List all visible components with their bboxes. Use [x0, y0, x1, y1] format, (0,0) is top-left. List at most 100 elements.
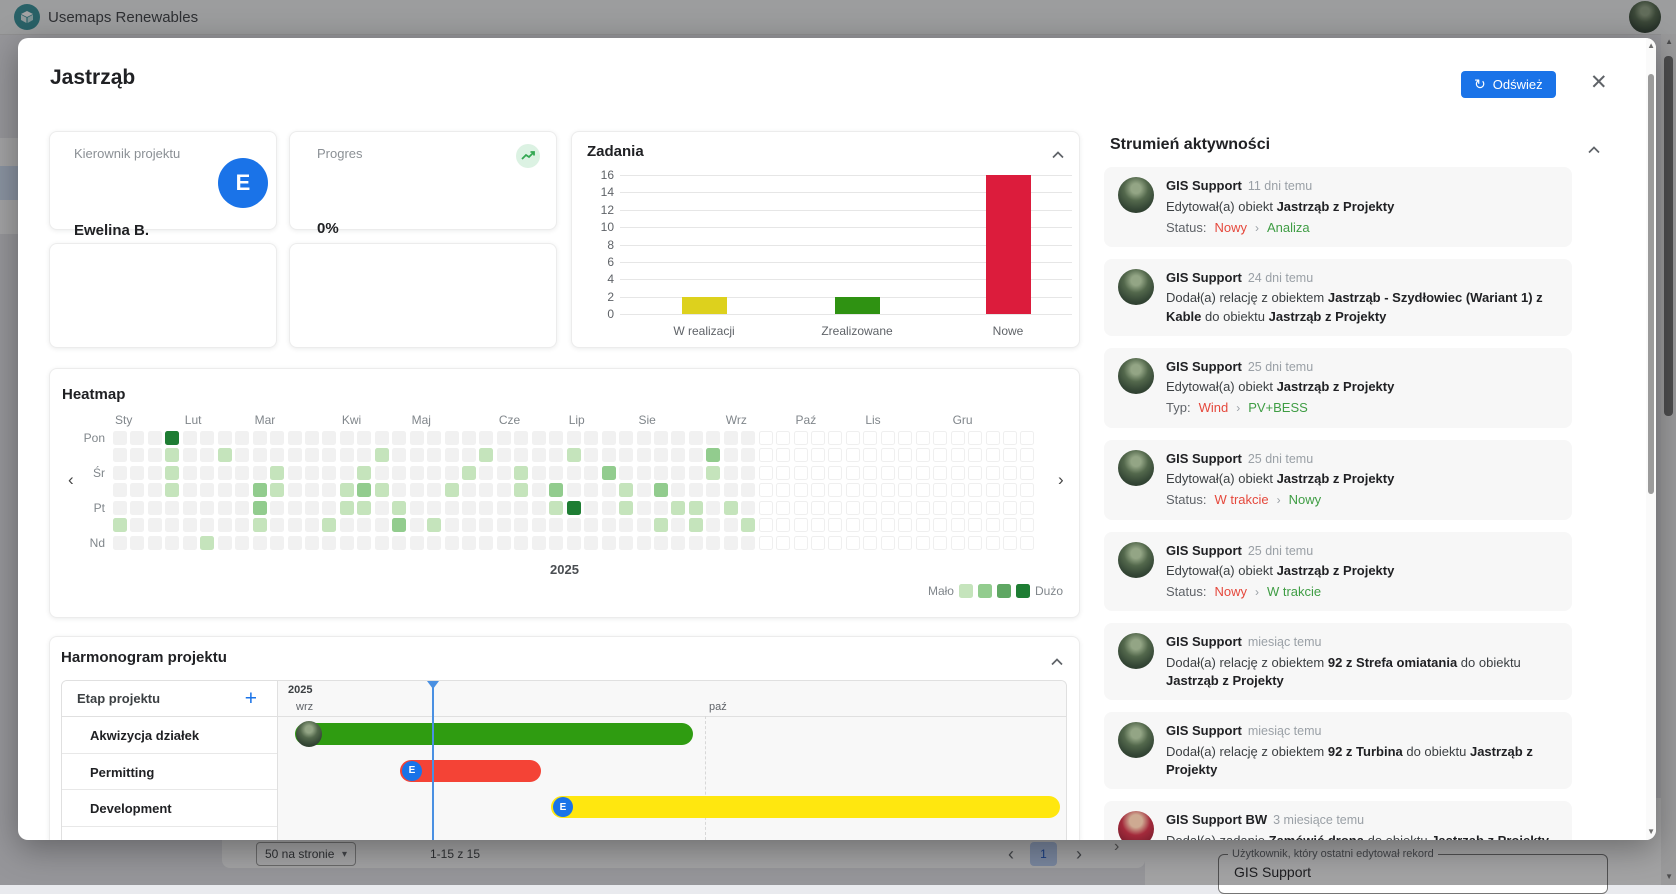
heatmap-cell[interactable]	[147, 535, 162, 550]
heatmap-cell[interactable]	[549, 448, 564, 463]
collapse-activity-icon[interactable]	[1588, 141, 1600, 159]
heatmap-cell[interactable]	[915, 500, 930, 515]
heatmap-cell[interactable]	[235, 500, 250, 515]
heatmap-cell[interactable]	[409, 431, 424, 445]
heatmap-cell[interactable]	[601, 518, 616, 533]
heatmap-cell[interactable]	[741, 448, 756, 463]
heatmap-cell[interactable]	[462, 483, 476, 498]
heatmap-cell[interactable]	[304, 465, 319, 480]
heatmap-cell[interactable]	[496, 500, 511, 515]
heatmap-cell[interactable]	[322, 431, 337, 445]
heatmap-cell[interactable]	[758, 518, 773, 533]
heatmap-cell[interactable]	[531, 518, 546, 533]
heatmap-cell[interactable]	[584, 448, 599, 463]
heatmap-cell[interactable]	[758, 483, 773, 498]
heatmap-cell[interactable]	[741, 465, 756, 480]
heatmap-cell[interactable]	[584, 465, 599, 480]
heatmap-cell[interactable]	[898, 465, 913, 480]
heatmap-cell[interactable]	[182, 535, 197, 550]
scroll-down-icon[interactable]: ▼	[1647, 827, 1655, 836]
heatmap-cell[interactable]	[113, 448, 127, 463]
heatmap-cell[interactable]	[200, 483, 215, 498]
heatmap-cell[interactable]	[950, 431, 965, 445]
heatmap-cell[interactable]	[915, 431, 930, 445]
heatmap-cell[interactable]	[584, 500, 599, 515]
modal-scrollbar[interactable]: ▲ ▼	[1646, 38, 1656, 840]
heatmap-cell[interactable]	[165, 518, 180, 533]
heatmap-cell[interactable]	[392, 483, 407, 498]
heatmap-cell[interactable]	[322, 535, 337, 550]
heatmap-cell[interactable]	[933, 518, 948, 533]
heatmap-cell[interactable]	[322, 518, 337, 533]
heatmap-cell[interactable]	[113, 465, 127, 480]
heatmap-cell[interactable]	[1002, 448, 1017, 463]
heatmap-cell[interactable]	[374, 465, 389, 480]
heatmap-cell[interactable]	[653, 500, 668, 515]
heatmap-cell[interactable]	[165, 483, 180, 498]
heatmap-cell[interactable]	[287, 483, 302, 498]
heatmap-cell[interactable]	[706, 500, 721, 515]
heatmap-cell[interactable]	[653, 448, 668, 463]
heatmap-cell[interactable]	[270, 448, 285, 463]
collapse-gantt-icon[interactable]	[1051, 653, 1063, 671]
heatmap-cell[interactable]	[793, 431, 808, 445]
heatmap-cell[interactable]	[601, 431, 616, 445]
heatmap-cell[interactable]	[304, 431, 319, 445]
heatmap-cell[interactable]	[392, 518, 407, 533]
heatmap-cell[interactable]	[444, 500, 459, 515]
heatmap-cell[interactable]	[217, 535, 232, 550]
heatmap-cell[interactable]	[653, 535, 668, 550]
heatmap-cell[interactable]	[688, 535, 703, 550]
heatmap-cell[interactable]	[200, 465, 215, 480]
heatmap-cell[interactable]	[514, 535, 529, 550]
heatmap-cell[interactable]	[828, 518, 843, 533]
heatmap-cell[interactable]	[1020, 518, 1035, 533]
heatmap-cell[interactable]	[688, 465, 703, 480]
heatmap-cell[interactable]	[933, 431, 948, 445]
heatmap-cell[interactable]	[793, 535, 808, 550]
heatmap-cell[interactable]	[636, 535, 651, 550]
heatmap-cell[interactable]	[985, 535, 1000, 550]
heatmap-cell[interactable]	[793, 483, 808, 498]
heatmap-cell[interactable]	[514, 431, 529, 445]
heatmap-cell[interactable]	[601, 448, 616, 463]
heatmap-cell[interactable]	[1002, 465, 1017, 480]
heatmap-cell[interactable]	[950, 518, 965, 533]
heatmap-cell[interactable]	[182, 448, 197, 463]
heatmap-cell[interactable]	[514, 483, 529, 498]
heatmap-cell[interactable]	[688, 518, 703, 533]
heatmap-cell[interactable]	[619, 483, 634, 498]
heatmap-cell[interactable]	[776, 535, 791, 550]
heatmap-cell[interactable]	[863, 535, 878, 550]
heatmap-cell[interactable]	[217, 448, 232, 463]
heatmap-cell[interactable]	[252, 518, 267, 533]
heatmap-cell[interactable]	[950, 465, 965, 480]
heatmap-cell[interactable]	[985, 431, 1000, 445]
heatmap-cell[interactable]	[182, 500, 197, 515]
heatmap-cell[interactable]	[950, 535, 965, 550]
heatmap-cell[interactable]	[427, 483, 442, 498]
heatmap-cell[interactable]	[653, 518, 668, 533]
heatmap-cell[interactable]	[409, 500, 424, 515]
heatmap-cell[interactable]	[776, 431, 791, 445]
heatmap-cell[interactable]	[619, 500, 634, 515]
heatmap-cell[interactable]	[985, 448, 1000, 463]
heatmap-cell[interactable]	[252, 500, 267, 515]
heatmap-cell[interactable]	[845, 483, 860, 498]
heatmap-cell[interactable]	[479, 518, 494, 533]
heatmap-cell[interactable]	[741, 518, 756, 533]
heatmap-cell[interactable]	[898, 500, 913, 515]
heatmap-cell[interactable]	[287, 535, 302, 550]
heatmap-cell[interactable]	[723, 500, 738, 515]
heatmap-cell[interactable]	[845, 500, 860, 515]
heatmap-cell[interactable]	[968, 518, 983, 533]
page-scroll-thumb[interactable]	[1664, 56, 1673, 416]
heatmap-cell[interactable]	[845, 431, 860, 445]
heatmap-cell[interactable]	[880, 465, 895, 480]
heatmap-cell[interactable]	[601, 535, 616, 550]
heatmap-cell[interactable]	[619, 535, 634, 550]
scroll-down-icon[interactable]: ▼	[1665, 872, 1673, 881]
heatmap-cell[interactable]	[863, 431, 878, 445]
activity-entry[interactable]: GIS Support 11 dni temu Edytował(a) obiekt…	[1104, 167, 1572, 247]
heatmap-cell[interactable]	[531, 483, 546, 498]
